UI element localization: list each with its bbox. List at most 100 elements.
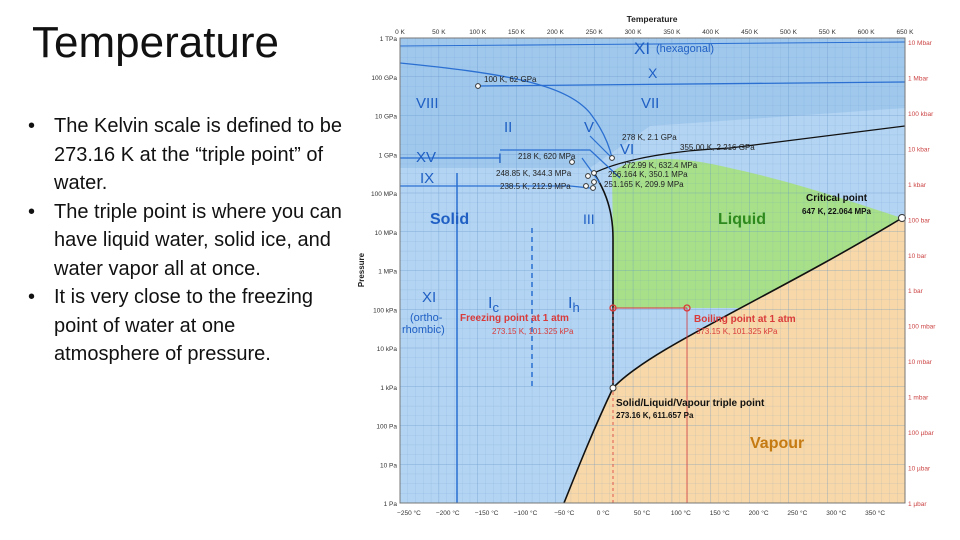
bottom-tick-label: 150 °C [710, 509, 730, 517]
bottom-tick-label: 50 °C [634, 509, 651, 517]
point-label: 355.00 K, 2.216 GPa [680, 143, 755, 152]
right-tick-label: 10 bar [908, 253, 927, 260]
water-phase-diagram: 0 K 50 K 100 K 150 K 200 K 250 K 300 K 350 K 400… [357, 14, 936, 517]
left-tick-label: 1 GPa [379, 152, 398, 159]
left-tick-label: 1 kPa [380, 385, 397, 392]
left-tick-label: 1 TPa [380, 36, 398, 43]
top-axis-ticks: 0 K 50 K 100 K 150 K 200 K 250 K 300 K 350 K 400… [395, 29, 914, 36]
left-tick-label: 1 MPa [378, 269, 397, 276]
top-tick-label: 450 K [741, 29, 759, 36]
phase-line-vi-vii [589, 135, 613, 159]
phase-label-xi-ortho-note-2: rhombic) [402, 324, 445, 336]
bottom-tick-label: 200 °C [749, 509, 769, 517]
right-axis-ticks: 10 Mbar 1 Mbar 100 kbar 10 kbar 1 kbar 100 ba… [908, 40, 936, 508]
high-pressure-boundary [593, 125, 906, 174]
bullet-item: It is very close to the freezing point o… [28, 283, 346, 369]
point-marker [583, 183, 589, 189]
right-tick-label: 1 kbar [908, 182, 927, 189]
boiling-point-label: Boiling point at 1 atm [694, 314, 796, 325]
right-tick-label: 100 mbar [908, 324, 936, 331]
point-label: 238.5 K, 212.9 MPa [500, 182, 571, 191]
bottom-tick-label: 100 °C [671, 509, 691, 517]
top-tick-label: 100 K [469, 29, 487, 36]
top-tick-label: 600 K [858, 29, 876, 36]
triple-point-label: Solid/Liquid/Vapour triple point [616, 398, 765, 409]
plot-frame [399, 37, 906, 504]
solid-vapour-boundary [563, 387, 614, 504]
phase-label-vapour: Vapour [750, 435, 804, 452]
bottom-tick-label: 300 °C [826, 509, 846, 517]
triple-point-marker [609, 384, 617, 392]
solid-liquid-boundary [593, 172, 614, 388]
vapour-region [564, 218, 905, 503]
left-tick-label: 100 MPa [371, 191, 397, 198]
phase-label-liquid: Liquid [718, 211, 766, 228]
point-marker [569, 159, 575, 165]
left-tick-label: 100 kPa [373, 307, 397, 314]
right-tick-label: 1 µbar [908, 501, 927, 508]
ih-main: I [568, 295, 572, 312]
top-tick-label: 200 K [547, 29, 565, 36]
left-axis-ticks: 1 TPa 100 GPa 10 GPa 1 GPa 100 MPa 10 MPa 1 MP… [371, 36, 397, 508]
ic-main: I [488, 295, 492, 312]
top-tick-label: 350 K [663, 29, 681, 36]
right-tick-label: 100 µbar [908, 430, 935, 437]
right-tick-label: 10 µbar [908, 466, 931, 473]
bottom-tick-label: −100 °C [514, 509, 538, 517]
top-tick-label: 250 K [586, 29, 604, 36]
left-tick-label: 100 Pa [376, 424, 397, 431]
phase-label-ix: IX [420, 170, 434, 187]
bottom-tick-label: −250 °C [397, 509, 421, 517]
point-label: 272.99 K, 632.4 MPa [622, 161, 698, 170]
point-label: 256.164 K, 350.1 MPa [608, 170, 688, 179]
point-label: 100 K, 62 GPa [484, 75, 537, 84]
phase-label-v: V [584, 119, 594, 136]
phase-label-i-small: I [498, 150, 502, 166]
bottom-tick-label: −150 °C [475, 509, 499, 517]
freezing-point-marker [609, 304, 617, 312]
critical-point-label: Critical point [806, 193, 868, 204]
phase-line-xi [399, 41, 906, 47]
point-marker [590, 185, 596, 191]
phase-label-xv: XV [416, 149, 436, 166]
boiling-point-value: 373.15 K, 101.325 kPa [696, 327, 778, 336]
phase-label-x: X [648, 65, 658, 81]
left-axis-title: Pressure [357, 252, 366, 287]
bullet-list: The Kelvin scale is defined to be 273.16… [28, 112, 346, 369]
point-label: 248.85 K, 344.3 MPa [496, 169, 572, 178]
freezing-point-value: 273.15 K, 101.325 kPa [492, 327, 574, 336]
ic-sub: c [492, 300, 499, 315]
point-label: 218 K, 620 MPa [518, 152, 576, 161]
point-marker [591, 179, 597, 185]
phase-label-iii: III [583, 211, 595, 227]
high-pressure-region [400, 38, 905, 168]
boiling-point-marker [683, 304, 691, 312]
point-marker [475, 83, 481, 89]
right-tick-label: 100 kbar [908, 111, 934, 118]
point-marker [609, 155, 615, 161]
point-marker [585, 173, 591, 179]
top-tick-label: 300 K [625, 29, 643, 36]
critical-point-marker [898, 214, 906, 222]
left-tick-label: 1 Pa [384, 501, 398, 508]
phase-label-vi: VI [620, 141, 634, 158]
bullet-item: The Kelvin scale is defined to be 273.16… [28, 112, 346, 198]
phase-label-xi-hex: XI [634, 39, 650, 58]
slide-title: Temperature [32, 18, 280, 67]
bullet-item: The triple point is where you can have l… [28, 198, 346, 284]
top-tick-label: 650 K [897, 29, 915, 36]
phase-label-xi-ortho: XI [422, 289, 436, 306]
bottom-tick-label: 350 °C [865, 509, 885, 517]
liquid-vapour-boundary [612, 217, 903, 389]
bottom-tick-label: −50 °C [554, 509, 574, 517]
bottom-tick-label: 0 °C [597, 509, 610, 517]
bottom-axis-ticks: −250 °C −200 °C −150 °C −100 °C −50 °C 0 °C 50… [397, 509, 885, 517]
triple-point-value: 273.16 K, 611.657 Pa [616, 411, 694, 420]
left-tick-label: 10 GPa [375, 114, 397, 121]
critical-point-value: 647 K, 22.064 MPa [802, 207, 871, 216]
phase-label-vii: VII [641, 95, 659, 112]
phase-line-v [581, 157, 601, 184]
right-tick-label: 1 bar [908, 288, 924, 295]
ih-sub: h [572, 300, 579, 315]
right-tick-label: 10 mbar [908, 359, 933, 366]
